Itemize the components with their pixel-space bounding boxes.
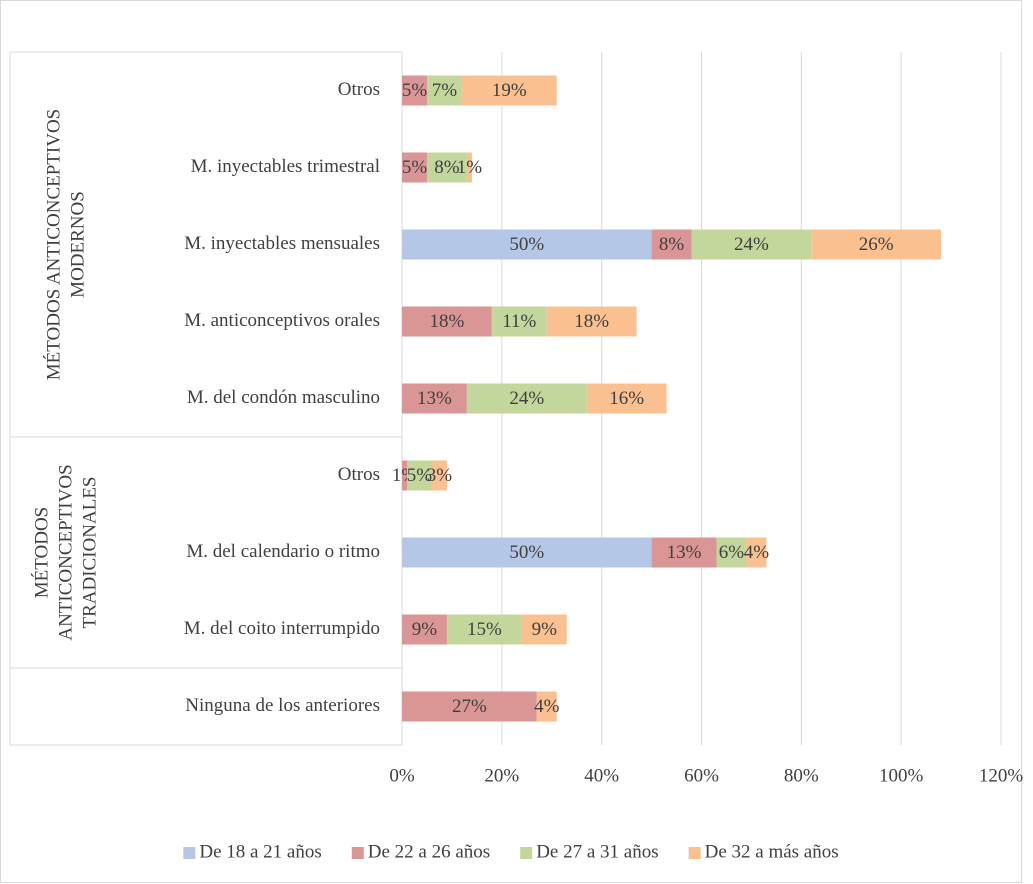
bar-segment — [402, 75, 427, 106]
legend-label: De 22 a 26 años — [368, 841, 490, 862]
data-label: 50% — [509, 234, 544, 255]
group-label-line: ANTICONCEPTIVOS — [56, 464, 77, 640]
legend-swatch — [183, 847, 196, 859]
group-label: MÉTODOS ANTICONCEPTIVOS MODERNOS — [43, 109, 89, 380]
group-label-line: MÉTODOS ANTICONCEPTIVOS — [43, 109, 65, 380]
data-label: 50% — [509, 542, 544, 563]
data-label: 18% — [430, 311, 465, 332]
y-tick-label: M. inyectables mensuales — [184, 233, 380, 254]
bar-segment — [466, 152, 472, 183]
bar-segment — [402, 306, 492, 337]
data-label: 8% — [434, 157, 460, 178]
bar-segment — [402, 691, 537, 722]
data-label: 5% — [407, 465, 433, 486]
legend-label: De 18 a 21 años — [199, 841, 321, 862]
bar-segment — [546, 306, 637, 337]
data-label: 9% — [532, 619, 558, 640]
data-label: 8% — [659, 234, 685, 255]
data-label: 15% — [467, 619, 502, 640]
data-label: 19% — [492, 80, 527, 101]
data-label: 11% — [502, 311, 536, 332]
legend-swatch — [520, 847, 533, 859]
x-tick-label: 40% — [584, 765, 619, 786]
y-tick-label: M. del coito interrumpido — [184, 618, 380, 639]
x-tick-label: 60% — [684, 765, 719, 786]
bar-segment — [716, 537, 747, 568]
bar-segment — [491, 306, 547, 337]
bar-segment — [402, 152, 427, 183]
data-label: 5% — [402, 157, 428, 178]
data-label: 7% — [432, 80, 458, 101]
x-tick-label: 0% — [389, 765, 415, 786]
group-label-line: MODERNOS — [68, 191, 89, 298]
bar-segment — [406, 460, 432, 491]
y-tick-label: Ninguna de los anteriores — [185, 695, 380, 716]
legend-swatch — [351, 847, 364, 859]
bar-segment — [461, 75, 557, 106]
data-label: 5% — [402, 80, 428, 101]
data-label: 16% — [609, 388, 644, 409]
data-label: 26% — [859, 234, 894, 255]
bar-segment — [811, 229, 942, 260]
data-label: 3% — [427, 465, 453, 486]
x-tick-label: 80% — [784, 765, 819, 786]
legend-label: De 32 a más años — [705, 841, 839, 862]
data-label: 13% — [667, 542, 702, 563]
bar-segment — [521, 614, 567, 645]
x-tick-label: 20% — [484, 765, 519, 786]
group-label-line: TRADICIONALES — [80, 477, 101, 629]
bar-segment — [651, 537, 717, 568]
bar-segment — [446, 614, 522, 645]
data-label: 6% — [719, 542, 745, 563]
bar-segment — [536, 691, 557, 722]
legend-swatch — [688, 847, 701, 859]
bar-segment — [402, 614, 447, 645]
bar-segment — [691, 229, 812, 260]
y-tick-label: M. anticonceptivos orales — [184, 310, 380, 331]
bar-segment — [651, 229, 692, 260]
bar-segment — [426, 152, 467, 183]
bar-segment — [466, 383, 587, 414]
y-tick-label: M. del condón masculino — [187, 387, 380, 408]
data-label: 18% — [574, 311, 609, 332]
data-label: 27% — [452, 696, 487, 717]
data-label: 9% — [412, 619, 438, 640]
data-label: 1% — [457, 157, 483, 178]
bar-segment — [402, 537, 652, 568]
legend-label: De 27 a 31 años — [536, 841, 658, 862]
x-tick-label: 120% — [979, 765, 1024, 786]
data-label: 24% — [734, 234, 769, 255]
bar-segment — [426, 75, 462, 106]
x-tick-label: 100% — [879, 765, 924, 786]
y-tick-label: Otros — [338, 79, 380, 100]
bar-segment — [402, 229, 652, 260]
y-tick-label: M. del calendario o ritmo — [186, 541, 380, 562]
data-label: 4% — [744, 542, 770, 563]
y-tick-label: Otros — [338, 464, 380, 485]
bar-segment — [431, 460, 447, 491]
data-label: 4% — [534, 696, 560, 717]
bar-segment — [402, 383, 467, 414]
bar-segment — [746, 537, 767, 568]
bar-segment — [586, 383, 667, 414]
data-label: 24% — [509, 388, 544, 409]
group-label-line: MÉTODOS — [31, 507, 53, 599]
data-label: 13% — [417, 388, 452, 409]
y-tick-label: M. inyectables trimestral — [191, 156, 380, 177]
group-label: MÉTODOS ANTICONCEPTIVOS TRADICIONALES — [31, 464, 101, 640]
bar-segment — [402, 460, 407, 491]
